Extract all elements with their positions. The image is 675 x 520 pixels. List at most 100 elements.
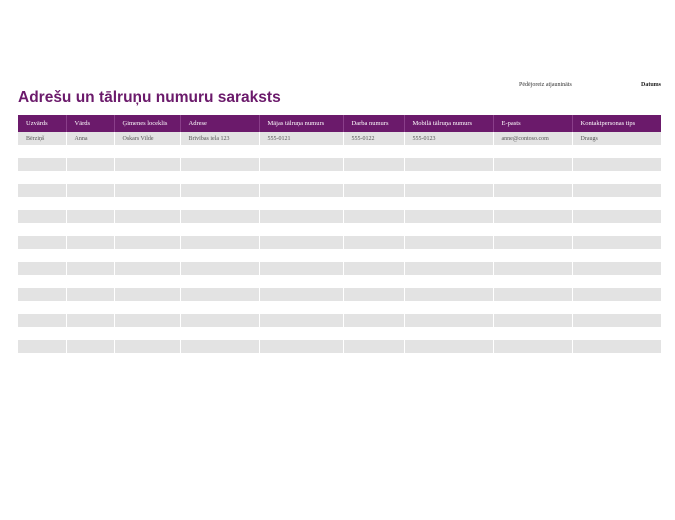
table-cell-empty[interactable] xyxy=(114,197,181,210)
table-cell-empty[interactable] xyxy=(18,171,67,184)
table-cell-empty[interactable] xyxy=(114,184,181,197)
column-header-last-name[interactable]: Uzvārds xyxy=(18,115,67,132)
table-cell-empty[interactable] xyxy=(259,223,344,236)
table-cell-empty[interactable] xyxy=(180,158,260,171)
table-cell-empty[interactable] xyxy=(114,353,181,366)
table-cell-empty[interactable] xyxy=(572,262,661,275)
cell-family-member[interactable]: Oskars Vilde xyxy=(114,132,181,145)
table-cell-empty[interactable] xyxy=(404,288,494,301)
table-cell-empty[interactable] xyxy=(180,262,260,275)
table-cell-empty[interactable] xyxy=(18,275,67,288)
table-cell-empty[interactable] xyxy=(18,236,67,249)
table-cell-empty[interactable] xyxy=(180,145,260,158)
table-cell-empty[interactable] xyxy=(18,184,67,197)
table-cell-empty[interactable] xyxy=(493,301,573,314)
table-cell-empty[interactable] xyxy=(343,249,405,262)
table-cell-empty[interactable] xyxy=(572,171,661,184)
table-cell-empty[interactable] xyxy=(572,223,661,236)
table-cell-empty[interactable] xyxy=(572,197,661,210)
cell-contact-type[interactable]: Draugs xyxy=(572,132,661,145)
table-cell-empty[interactable] xyxy=(404,340,494,353)
table-cell-empty[interactable] xyxy=(404,145,494,158)
table-cell-empty[interactable] xyxy=(404,171,494,184)
table-cell-empty[interactable] xyxy=(493,197,573,210)
cell-home-phone[interactable]: 555-0121 xyxy=(259,132,344,145)
table-cell-empty[interactable] xyxy=(114,145,181,158)
table-cell-empty[interactable] xyxy=(259,197,344,210)
table-cell-empty[interactable] xyxy=(493,171,573,184)
table-cell-empty[interactable] xyxy=(180,184,260,197)
table-cell-empty[interactable] xyxy=(572,275,661,288)
table-cell-empty[interactable] xyxy=(18,314,67,327)
table-cell-empty[interactable] xyxy=(343,262,405,275)
table-cell-empty[interactable] xyxy=(18,262,67,275)
table-cell-empty[interactable] xyxy=(259,171,344,184)
cell-work-phone[interactable]: 555-0122 xyxy=(343,132,405,145)
column-header-family-member[interactable]: Ģimenes loceklis xyxy=(114,115,181,132)
table-cell-empty[interactable] xyxy=(259,301,344,314)
table-cell-empty[interactable] xyxy=(343,197,405,210)
table-cell-empty[interactable] xyxy=(404,184,494,197)
table-cell-empty[interactable] xyxy=(180,197,260,210)
table-cell-empty[interactable] xyxy=(114,158,181,171)
table-cell-empty[interactable] xyxy=(493,353,573,366)
table-cell-empty[interactable] xyxy=(18,340,67,353)
table-cell-empty[interactable] xyxy=(114,249,181,262)
table-cell-empty[interactable] xyxy=(66,197,115,210)
table-cell-empty[interactable] xyxy=(493,340,573,353)
table-cell-empty[interactable] xyxy=(572,327,661,340)
table-cell-empty[interactable] xyxy=(259,340,344,353)
table-cell-empty[interactable] xyxy=(493,314,573,327)
cell-mobile-phone[interactable]: 555-0123 xyxy=(404,132,494,145)
table-cell-empty[interactable] xyxy=(66,236,115,249)
column-header-email[interactable]: E-pasts xyxy=(493,115,573,132)
table-cell-empty[interactable] xyxy=(66,314,115,327)
table-cell-empty[interactable] xyxy=(259,184,344,197)
table-cell-empty[interactable] xyxy=(18,210,67,223)
table-cell-empty[interactable] xyxy=(493,327,573,340)
table-cell-empty[interactable] xyxy=(493,223,573,236)
table-cell-empty[interactable] xyxy=(343,314,405,327)
table-cell-empty[interactable] xyxy=(343,145,405,158)
table-cell-empty[interactable] xyxy=(114,223,181,236)
table-cell-empty[interactable] xyxy=(114,288,181,301)
table-cell-empty[interactable] xyxy=(404,197,494,210)
table-cell-empty[interactable] xyxy=(343,158,405,171)
column-header-address[interactable]: Adrese xyxy=(180,115,260,132)
table-cell-empty[interactable] xyxy=(66,210,115,223)
table-cell-empty[interactable] xyxy=(404,327,494,340)
table-cell-empty[interactable] xyxy=(114,275,181,288)
table-cell-empty[interactable] xyxy=(66,223,115,236)
cell-first-name[interactable]: Anna xyxy=(66,132,115,145)
table-cell-empty[interactable] xyxy=(180,288,260,301)
column-header-mobile-phone[interactable]: Mobilā tālruņa numurs xyxy=(404,115,494,132)
table-cell-empty[interactable] xyxy=(343,275,405,288)
table-cell-empty[interactable] xyxy=(114,301,181,314)
table-cell-empty[interactable] xyxy=(66,327,115,340)
table-cell-empty[interactable] xyxy=(259,145,344,158)
table-cell-empty[interactable] xyxy=(180,171,260,184)
table-cell-empty[interactable] xyxy=(180,249,260,262)
table-cell-empty[interactable] xyxy=(18,249,67,262)
table-cell-empty[interactable] xyxy=(572,301,661,314)
table-cell-empty[interactable] xyxy=(259,327,344,340)
table-cell-empty[interactable] xyxy=(66,145,115,158)
table-cell-empty[interactable] xyxy=(343,340,405,353)
table-cell-empty[interactable] xyxy=(180,314,260,327)
table-cell-empty[interactable] xyxy=(493,158,573,171)
table-cell-empty[interactable] xyxy=(343,353,405,366)
table-cell-empty[interactable] xyxy=(259,210,344,223)
table-cell-empty[interactable] xyxy=(493,236,573,249)
table-cell-empty[interactable] xyxy=(572,236,661,249)
table-cell-empty[interactable] xyxy=(572,314,661,327)
table-cell-empty[interactable] xyxy=(180,301,260,314)
table-cell-empty[interactable] xyxy=(404,236,494,249)
table-cell-empty[interactable] xyxy=(114,236,181,249)
table-cell-empty[interactable] xyxy=(493,262,573,275)
table-cell-empty[interactable] xyxy=(404,223,494,236)
table-cell-empty[interactable] xyxy=(18,327,67,340)
table-cell-empty[interactable] xyxy=(66,158,115,171)
table-cell-empty[interactable] xyxy=(66,171,115,184)
cell-email[interactable]: anne@contoso.com xyxy=(493,132,573,145)
table-cell-empty[interactable] xyxy=(18,301,67,314)
